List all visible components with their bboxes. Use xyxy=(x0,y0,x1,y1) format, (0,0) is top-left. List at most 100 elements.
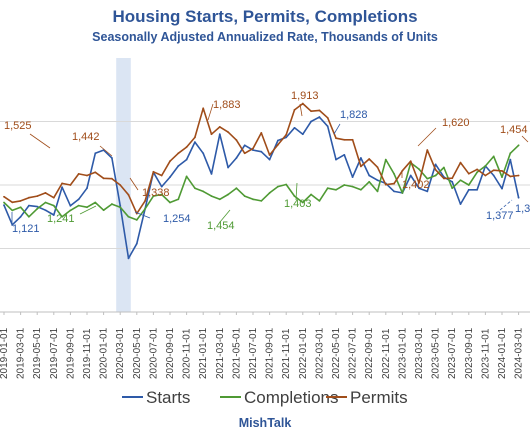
data-label: 1,454 xyxy=(207,220,235,232)
x-tick-label: 2020-11-01 xyxy=(182,328,193,379)
annotation-leader xyxy=(295,182,298,201)
data-point-starts xyxy=(418,187,420,190)
data-point-starts xyxy=(260,150,263,153)
data-point-permits xyxy=(434,168,437,171)
data-label: 1,377 xyxy=(486,210,514,222)
x-tick-label: 2024-03-01 xyxy=(514,327,525,379)
data-point-completions xyxy=(492,155,495,158)
data-point-starts xyxy=(36,205,39,208)
data-point-permits xyxy=(202,107,205,110)
data-point-permits xyxy=(484,174,487,177)
data-point-permits xyxy=(86,174,88,177)
data-point-permits xyxy=(268,154,271,156)
data-point-starts xyxy=(351,176,354,178)
data-point-completions xyxy=(484,165,487,167)
data-point-completions xyxy=(44,201,47,204)
data-point-starts xyxy=(326,125,329,128)
data-point-starts xyxy=(202,152,205,155)
data-point-permits xyxy=(318,109,321,112)
x-tick-label: 2021-03-01 xyxy=(215,327,226,379)
legend-label-permits: Permits xyxy=(350,388,408,407)
data-point-permits xyxy=(94,171,97,174)
x-tick-label: 2022-03-01 xyxy=(314,327,325,379)
legend: Starts Completions Permits xyxy=(122,388,408,407)
data-point-completions xyxy=(3,201,5,204)
data-point-completions xyxy=(227,193,230,196)
data-point-completions xyxy=(268,192,271,194)
data-point-completions xyxy=(517,144,520,147)
data-point-completions xyxy=(194,187,196,190)
data-point-completions xyxy=(135,219,138,221)
data-point-starts xyxy=(517,196,520,199)
data-point-permits xyxy=(28,196,30,199)
data-point-starts xyxy=(293,126,296,129)
data-point-permits xyxy=(277,143,279,146)
x-tick-label: 2020-01-01 xyxy=(99,327,110,379)
data-point-permits xyxy=(360,165,362,168)
annotation-leader xyxy=(219,209,231,223)
data-point-permits xyxy=(144,199,147,202)
data-point-permits xyxy=(243,152,246,155)
data-point-starts xyxy=(451,180,454,183)
data-point-permits xyxy=(127,193,130,196)
plot-area xyxy=(0,58,530,313)
annotation-leader xyxy=(299,103,303,117)
data-point-starts xyxy=(44,209,47,212)
x-tick-label: 2020-07-01 xyxy=(148,327,159,379)
data-point-permits xyxy=(3,195,5,198)
data-point-permits xyxy=(235,139,238,141)
data-point-completions xyxy=(393,172,395,175)
data-point-starts xyxy=(368,174,371,177)
data-point-completions xyxy=(61,215,63,218)
data-point-starts xyxy=(467,188,470,191)
data-point-permits xyxy=(69,184,72,186)
data-point-completions xyxy=(310,193,312,196)
series-line-completions xyxy=(3,144,520,221)
data-point-completions xyxy=(243,195,246,198)
data-point-completions xyxy=(476,171,478,174)
data-label: 1,403 xyxy=(284,198,312,210)
data-point-starts xyxy=(177,165,180,167)
data-point-permits xyxy=(44,192,47,194)
data-point-starts xyxy=(185,158,188,161)
data-point-permits xyxy=(19,199,22,202)
data-point-starts xyxy=(310,120,312,123)
data-point-starts xyxy=(509,158,512,161)
data-point-permits xyxy=(293,109,296,111)
annotation-leader xyxy=(134,211,151,219)
data-point-completions xyxy=(360,188,362,191)
data-point-completions xyxy=(459,179,462,182)
data-point-permits xyxy=(194,136,196,139)
x-tick-label: 2022-07-01 xyxy=(348,327,359,379)
x-tick-label: 2019-03-01 xyxy=(16,327,27,379)
data-point-completions xyxy=(202,190,205,193)
data-point-starts xyxy=(218,133,221,136)
data-point-permits xyxy=(111,177,113,180)
data-point-permits xyxy=(368,158,371,160)
data-point-permits xyxy=(36,195,39,198)
x-tick-label: 2019-07-01 xyxy=(49,327,60,379)
data-point-completions xyxy=(160,193,163,196)
x-tick-label: 2020-03-01 xyxy=(115,327,126,379)
data-point-starts xyxy=(69,204,72,207)
data-point-starts xyxy=(343,153,346,156)
data-point-permits xyxy=(326,116,329,119)
data-point-completions xyxy=(210,195,213,198)
data-point-completions xyxy=(177,198,180,201)
x-tick-label: 2022-01-01 xyxy=(298,327,309,379)
data-point-starts xyxy=(210,172,213,175)
data-point-completions xyxy=(36,207,39,210)
annotation-leader xyxy=(207,103,214,121)
x-tick-label: 2021-11-01 xyxy=(281,328,292,379)
data-point-completions xyxy=(185,175,188,178)
data-point-starts xyxy=(3,204,5,207)
data-point-completions xyxy=(467,184,470,186)
data-point-starts xyxy=(160,185,163,188)
data-point-starts xyxy=(301,133,304,136)
data-point-permits xyxy=(152,170,155,173)
data-point-permits xyxy=(169,160,171,163)
data-point-starts xyxy=(409,174,412,177)
data-point-starts xyxy=(318,116,321,118)
data-point-completions xyxy=(69,209,72,212)
annotation-leader xyxy=(417,127,437,147)
